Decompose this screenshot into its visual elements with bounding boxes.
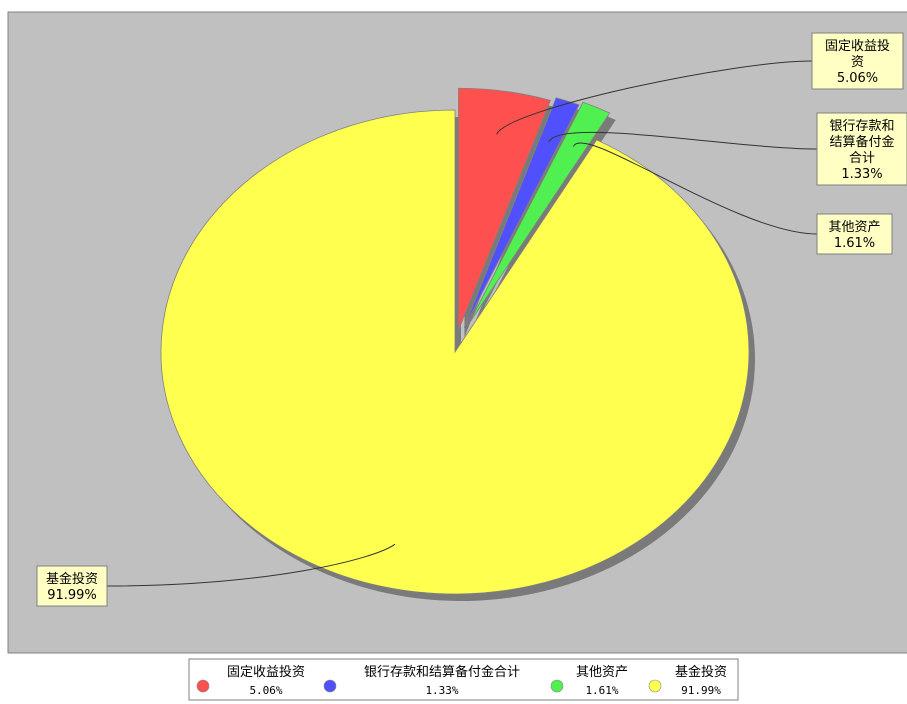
callout-leader-line [106,543,396,587]
callout-box [816,213,893,255]
slice-fund-investment [160,109,750,595]
callout-label: 合计 [849,151,875,166]
slice-other-assets [467,101,611,326]
callout-leader-line [548,131,818,150]
callout-label: 结算备付金 [829,134,894,150]
legend-marker [648,679,662,693]
legend-label: 银行存款和结算备付金合计 [364,664,520,680]
legend-label: 其他资产 [576,665,628,680]
pie-slices [160,87,750,595]
callout-label: 其他资产 [828,220,880,235]
legend-marker [550,679,564,693]
legend-item-other-assets: 其他资产 1.61% [550,665,628,697]
legend-item-fixed-income: 固定收益投资 5.06% [196,664,305,697]
callout-label: 银行存款和 [829,119,894,134]
callout-leader-line [496,60,813,135]
callout-leader-line [572,142,818,235]
callout-label: 资 [851,55,864,70]
callout-value: 91.99% [47,588,97,603]
callout-box [816,112,907,186]
callout-value: 1.61% [834,236,875,251]
legend-marker [196,679,210,693]
legend: 固定收益投资 5.06% 银行存款和结算备付金合计 1.33% 其他资产 1.61% 基金投… [188,658,739,701]
callouts: 固定收益投资5.06%银行存款和结算备付金合计1.33%其他资产1.61%基金投… [36,32,907,607]
legend-value: 1.33% [425,684,458,697]
callout-value: 5.06% [837,71,878,86]
callout-label: 基金投资 [46,571,98,587]
legend-item-bank-deposits: 银行存款和结算备付金合计 1.33% [323,664,520,697]
legend-value: 5.06% [249,684,282,697]
legend-value: 91.99% [681,684,721,697]
slice-bank-deposits [463,97,580,328]
legend-label: 基金投资 [675,664,727,680]
legend-box [188,658,739,701]
legend-value: 1.61% [585,684,618,697]
callout-box [36,565,108,607]
legend-marker [323,679,337,693]
legend-label: 固定收益投资 [227,664,305,680]
callout-box [811,32,904,90]
slice-fixed-income [458,87,551,331]
callout-value: 1.33% [841,167,882,182]
legend-item-fund-investment: 基金投资 91.99% [648,664,727,697]
callout-label: 固定收益投 [825,38,890,54]
